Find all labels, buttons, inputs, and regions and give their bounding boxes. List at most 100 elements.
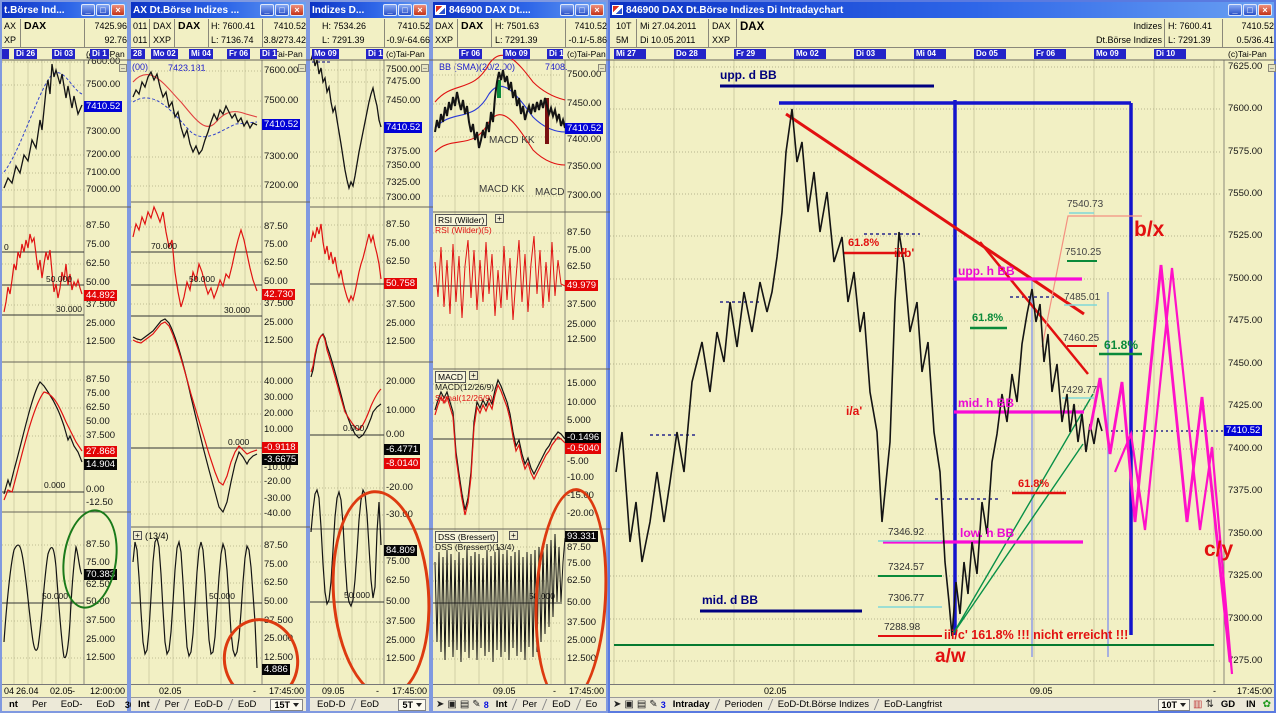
axis-label: 7425.00 [1228,400,1263,411]
tab[interactable]: Per [31,699,47,710]
low-value: L: 7291.39 [322,35,365,45]
titlebar[interactable]: 846900 DAX Dt.... _ □ × [433,2,606,18]
collapse-icon[interactable]: ‒ [421,64,429,72]
maximize-button[interactable]: □ [96,4,110,16]
titlebar[interactable]: t.Börse Ind... _ □ × [2,2,127,18]
change-value: 92.76 [104,35,127,45]
date-cell: Di 03 [854,49,886,59]
gd-button[interactable]: GD [1220,699,1236,710]
period-select[interactable]: 10T [1157,698,1191,711]
period-select[interactable]: 15T [270,698,303,711]
tab[interactable]: Per [164,699,180,710]
fib-61-8-label: 61.8% [1018,478,1050,490]
date-cell: Fr 06 [459,49,483,59]
titlebar[interactable]: 846900 DAX Dt.Börse Indizes Di Intradayc… [610,2,1274,18]
dss-box-label[interactable]: DSS (Bressert) [435,531,499,543]
tab[interactable]: Int [495,699,508,710]
axis-label: 7450.00 [1228,358,1263,369]
close-button[interactable]: × [290,4,304,16]
axis-label: 87.50 [86,374,110,385]
axis-label: 87.50 [86,220,110,231]
maximize-button[interactable]: □ [275,4,289,16]
axis-label: 7200.00 [264,180,299,191]
date-cell: Mo 02 [794,49,826,59]
in-button[interactable]: IN [1246,699,1256,710]
tab-perioden[interactable]: Perioden [724,699,763,710]
pointer-icon[interactable]: ➤ [436,698,445,710]
tab[interactable]: nt [9,699,18,710]
last-value: 7410.52 [273,21,306,31]
minimize-button[interactable]: _ [260,4,274,16]
tab[interactable]: EoD [360,699,379,710]
tab[interactable]: EoD [237,699,257,710]
close-button[interactable]: × [590,4,604,16]
axis-label: 7375.00 [386,146,421,157]
macd-box-label[interactable]: MACD [435,371,467,383]
save-icon[interactable]: ▤ [459,698,470,710]
date-cell: Mi 04 [914,49,946,59]
maximize-button[interactable]: □ [1243,4,1257,16]
tab[interactable]: EoD- [60,699,83,710]
tab-eod-langfrist[interactable]: EoD-Langfrist [884,699,943,710]
axis-label: 7600.00 [1228,103,1263,114]
minimize-button[interactable]: _ [560,4,574,16]
chart-type-icon[interactable]: ▥ [1193,698,1203,710]
period-1: 10T [616,21,632,31]
close-button[interactable]: × [1258,4,1272,16]
rsi-box-label[interactable]: RSI (Wilder) [435,214,488,226]
tab[interactable]: EoD [96,699,115,710]
collapse-icon[interactable]: ‒ [598,64,606,72]
minimize-button[interactable]: _ [1228,4,1242,16]
titlebar[interactable]: Indizes D... _ □ × [310,2,429,18]
pen-icon[interactable]: ✎ [472,698,481,710]
tab[interactable]: EoD-D [194,699,223,710]
collapse-icon[interactable]: ‒ [119,64,127,72]
expand-icon[interactable]: + [509,531,518,540]
collapse-icon[interactable]: ‒ [298,64,306,72]
axis-label: 75.00 [567,245,591,256]
maximize-button[interactable]: □ [575,4,589,16]
x-axis: 09.05 - 17:45:00 [433,684,606,697]
tab[interactable]: Eo [585,699,598,710]
x-label: 09.05 [1030,686,1053,696]
macd-badge-1: -0.9118 [262,442,298,453]
axis-label: 7525.00 [1228,230,1263,241]
tab-eod-indizes[interactable]: EoD-Dt.Börse Indizes [777,699,870,710]
low-value: L: 7291.39 [495,35,538,45]
expand-icon[interactable]: + [133,531,142,540]
macd-badge-1: -0.1496 [565,432,602,443]
axis-label: 7575.00 [1228,146,1263,157]
window-icon [612,5,623,15]
sort-icon[interactable]: ⇅ [1205,698,1214,710]
tab[interactable]: Per [522,699,538,710]
collapse-icon[interactable]: ‒ [1268,64,1276,72]
tab[interactable]: Int [138,699,150,710]
macd-label: MACD [535,187,565,198]
pointer-icon[interactable]: ➤ [613,698,622,710]
frame-icon[interactable]: ▣ [624,698,634,710]
tab[interactable]: EoD [552,699,571,710]
minimize-button[interactable]: _ [81,4,95,16]
pen-icon[interactable]: ✎ [649,698,658,710]
save-icon[interactable]: ▤ [636,698,647,710]
tab[interactable]: EoD-D [317,699,346,710]
tab-intraday[interactable]: Intraday [672,699,710,710]
level-value: 7288.98 [884,622,921,633]
axis-label: 62.50 [264,257,288,268]
close-button[interactable]: × [413,4,427,16]
frame-icon[interactable]: ▣ [447,698,457,710]
expand-icon[interactable]: + [469,371,478,380]
close-button[interactable]: × [111,4,125,16]
instrument-name: DAX [24,20,47,32]
axis-label: 75.00 [386,238,410,249]
minimize-button[interactable]: _ [383,4,397,16]
date-cell: Mo 09 [1094,49,1126,59]
period-select[interactable]: 5T [398,698,426,711]
marker-icon[interactable]: ✿ [1262,698,1271,710]
date-cell: Mi 04 [189,49,214,59]
axis-label: -15.00 [567,490,594,501]
expand-icon[interactable]: + [495,214,504,223]
osc-badge-1: 27.868 [84,446,118,457]
maximize-button[interactable]: □ [398,4,412,16]
titlebar[interactable]: AX Dt.Börse Indizes ... _ □ × [131,2,306,18]
